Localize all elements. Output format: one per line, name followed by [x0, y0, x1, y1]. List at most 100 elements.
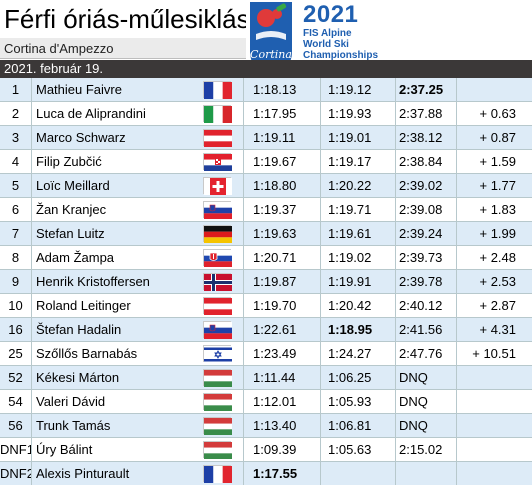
- rank-cell: 52: [0, 366, 32, 389]
- total-time: 2:38.12: [396, 126, 457, 149]
- rank-cell: 5: [0, 174, 32, 197]
- flag-cell: [198, 222, 244, 245]
- rank-cell: 16: [0, 318, 32, 341]
- logo-line-2: World Ski: [303, 39, 349, 50]
- flag-cell: [198, 414, 244, 437]
- flag-cell: [198, 438, 244, 461]
- rank-cell: 3: [0, 126, 32, 149]
- switzerland-flag-icon: [203, 177, 232, 195]
- table-row: 54 Valeri Dávid 1:12.01 1:05.93 DNQ: [0, 390, 532, 414]
- results-table: 1 Mathieu Faivre 1:18.13 1:19.12 2:37.25 2 Luc…: [0, 78, 532, 485]
- athlete-name: Adam Žampa: [36, 250, 115, 265]
- total-time: 2:37.25: [396, 78, 457, 101]
- rank-cell: DNF2: [0, 462, 32, 485]
- athlete-name: Henrik Kristoffersen: [36, 274, 150, 289]
- run1-time: 1:19.11: [244, 126, 321, 149]
- flag-cell: [198, 294, 244, 317]
- athlete-name: Kékesi Márton: [36, 370, 120, 385]
- athlete-name: Marco Schwarz: [36, 130, 126, 145]
- run1-time: 1:19.87: [244, 270, 321, 293]
- time-difference: + 1.83: [479, 202, 516, 217]
- rank-cell: 25: [0, 342, 32, 365]
- slovenia-flag-icon: [203, 321, 232, 339]
- slovakia-flag-icon: [203, 249, 232, 267]
- athlete-name: Filip Zubčić: [36, 154, 102, 169]
- athlete-name: Žan Kranjec: [36, 202, 107, 217]
- france-flag-icon: [203, 81, 232, 99]
- flag-cell: [198, 366, 244, 389]
- venue-band: Cortina d'Ampezzo: [0, 38, 246, 59]
- rank-cell: 8: [0, 246, 32, 269]
- table-row: 25 Szőllős Barnabás 1:23.49 1:24.27 2:47.76 +…: [0, 342, 532, 366]
- run1-time: 1:19.70: [244, 294, 321, 317]
- athlete-name: Alexis Pinturault: [36, 466, 130, 481]
- time-difference: [457, 438, 532, 461]
- france-flag-icon: [203, 465, 232, 483]
- time-difference: [457, 366, 532, 389]
- total-time: 2:37.88: [396, 102, 457, 125]
- run1-time: 1:23.49: [244, 342, 321, 365]
- run1-time: 1:13.40: [244, 414, 321, 437]
- date-band: 2021. február 19.: [0, 60, 532, 78]
- athlete-name: Trunk Tamás: [36, 418, 111, 433]
- run1-time: 1:11.44: [244, 366, 321, 389]
- logo-line-3: Championships: [303, 50, 379, 61]
- flag-cell: [198, 174, 244, 197]
- table-row: DNF2 Alexis Pinturault 1:17.55: [0, 462, 532, 485]
- time-difference: + 1.99: [479, 226, 516, 241]
- time-difference: [457, 414, 532, 437]
- athlete-name: Valeri Dávid: [36, 394, 106, 409]
- athlete-name: Loïc Meillard: [36, 178, 110, 193]
- table-row: DNF1 Úry Bálint 1:09.39 1:05.63 2:15.02: [0, 438, 532, 462]
- table-row: 9 Henrik Kristoffersen 1:19.87 1:19.91 2:39.…: [0, 270, 532, 294]
- run2-time: 1:06.81: [321, 414, 396, 437]
- total-time: 2:39.08: [396, 198, 457, 221]
- flag-cell: [198, 342, 244, 365]
- run2-time: 1:20.42: [321, 294, 396, 317]
- total-time: 2:39.24: [396, 222, 457, 245]
- flag-cell: [198, 102, 244, 125]
- run2-time: 1:18.95: [321, 318, 396, 341]
- athlete-name: Luca de Aliprandini: [36, 106, 146, 121]
- flag-cell: [198, 270, 244, 293]
- race-date: 2021. február 19.: [4, 61, 104, 76]
- time-difference: + 1.77: [479, 178, 516, 193]
- rank-cell: 10: [0, 294, 32, 317]
- athlete-name: Mathieu Faivre: [36, 82, 122, 97]
- run2-time: 1:19.01: [321, 126, 396, 149]
- time-difference: + 0.87: [479, 130, 516, 145]
- table-row: 8 Adam Žampa 1:20.71 1:19.02 2:39.73 + 2.48: [0, 246, 532, 270]
- run2-time: 1:19.17: [321, 150, 396, 173]
- table-row: 16 Štefan Hadalin 1:22.61 1:18.95 2:41.56 + 4…: [0, 318, 532, 342]
- flag-cell: [198, 318, 244, 341]
- flag-cell: [198, 150, 244, 173]
- total-time: 2:39.02: [396, 174, 457, 197]
- athlete-name: Úry Bálint: [36, 442, 93, 457]
- run2-time: 1:19.93: [321, 102, 396, 125]
- hungary-flag-icon: [203, 417, 232, 435]
- time-difference: [457, 390, 532, 413]
- run1-time: 1:17.95: [244, 102, 321, 125]
- rank-cell: 2: [0, 102, 32, 125]
- athlete-name: Štefan Hadalin: [36, 322, 122, 337]
- rank-cell: 1: [0, 78, 32, 101]
- logo-year: 2021: [303, 1, 359, 28]
- flag-cell: [198, 462, 244, 485]
- rank-cell: 4: [0, 150, 32, 173]
- athlete-name: Szőllős Barnabás: [36, 346, 138, 361]
- run1-time: 1:12.01: [244, 390, 321, 413]
- flag-cell: [198, 390, 244, 413]
- austria-flag-icon: [203, 297, 232, 315]
- total-time: DNQ: [396, 390, 457, 413]
- croatia-flag-icon: [203, 153, 232, 171]
- total-time: 2:39.73: [396, 246, 457, 269]
- run2-time: 1:19.61: [321, 222, 396, 245]
- run2-time: 1:05.93: [321, 390, 396, 413]
- run1-time: 1:19.63: [244, 222, 321, 245]
- table-row: 10 Roland Leitinger 1:19.70 1:20.42 2:40.12 +…: [0, 294, 532, 318]
- total-time: 2:40.12: [396, 294, 457, 317]
- run2-time: 1:24.27: [321, 342, 396, 365]
- total-time: DNQ: [396, 366, 457, 389]
- run1-time: 1:17.55: [244, 462, 321, 485]
- run2-time: 1:19.91: [321, 270, 396, 293]
